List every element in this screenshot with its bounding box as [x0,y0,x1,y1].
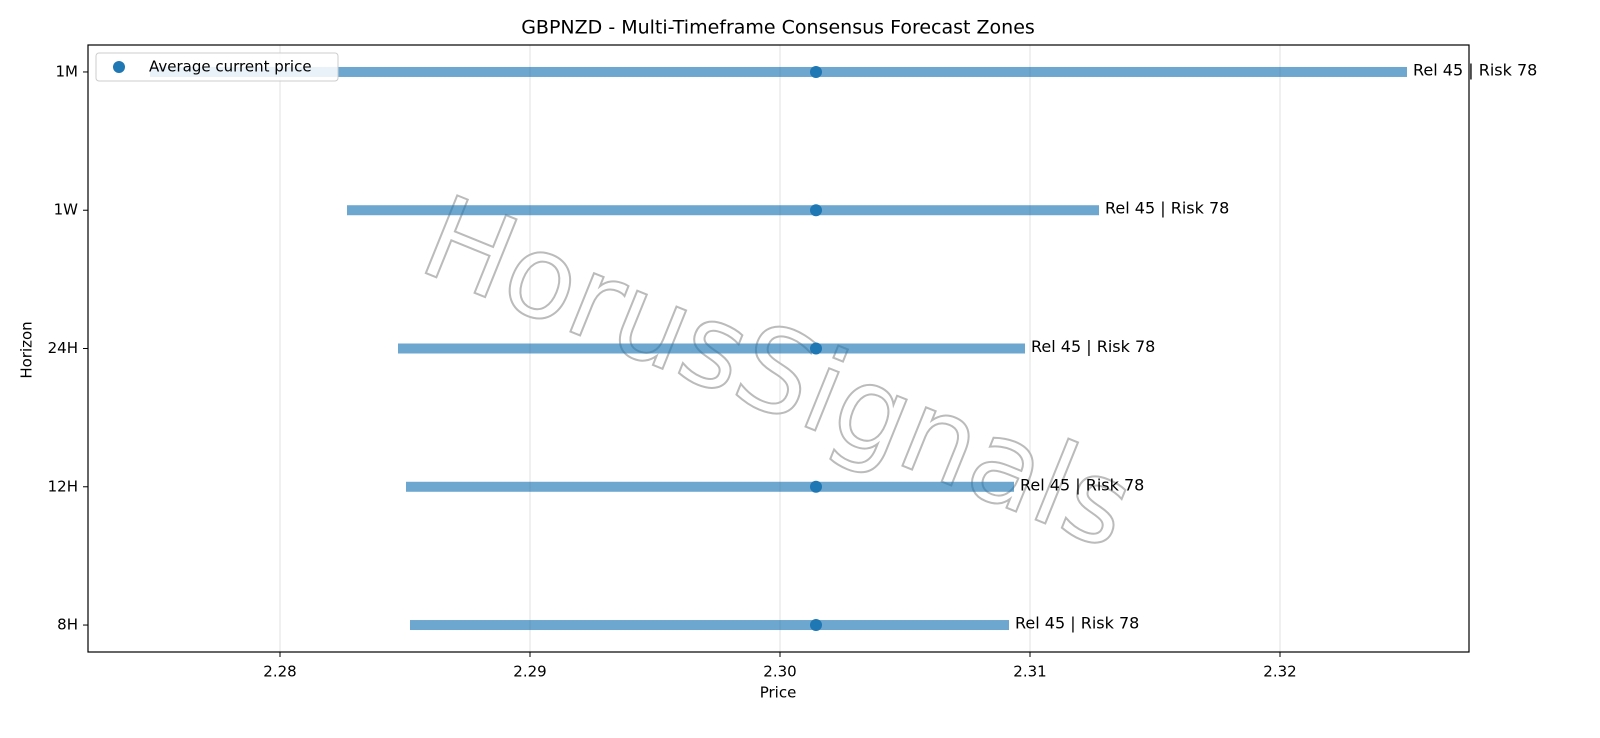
x-axis-label: Price [760,684,797,702]
x-tick-label: 2.32 [1263,663,1296,681]
x-tick-label: 2.28 [263,663,296,681]
current-price-dot [810,342,822,355]
legend-box [95,52,339,82]
chart-title: GBPNZD - Multi-Timeframe Consensus Forec… [521,17,1035,39]
annotation: Rel 45 | Risk 78 [1105,199,1229,218]
annotation: Rel 45 | Risk 78 [1015,614,1139,633]
y-tick-label: 8H [57,616,78,634]
legend-label: Average current price [149,58,312,76]
plot-frame [87,44,1470,653]
legend: Average current price [95,52,339,82]
y-tick-label: 12H [48,477,78,495]
x-tick-label: 2.30 [763,663,796,681]
range-bar [150,66,1407,77]
y-tick-label: 1W [54,201,79,219]
range-bar [410,620,1009,631]
current-price-dot [810,204,822,217]
watermark: HorusSignals [405,171,1151,576]
annotation: Rel 45 | Risk 78 [1020,475,1144,494]
current-price-dot [810,619,822,632]
annotation: Rel 45 | Risk 78 [1031,337,1155,356]
y-tick-label: 1M [56,62,79,80]
current-price-dot [810,480,822,493]
range-bar [347,205,1099,216]
current-price-dot [810,65,822,78]
y-axis-label: Horizon [18,321,36,378]
y-tick-label: 24H [48,339,78,357]
legend-marker [113,61,125,73]
range-bar [406,481,1014,492]
x-tick-label: 2.31 [1013,663,1046,681]
range-bar [398,343,1025,354]
plot-area: 2.28 2.29 2.30 2.31 2.32 HorusSignals 1M Rel 45… [48,44,1537,681]
annotation: Rel 45 | Risk 78 [1413,60,1537,79]
x-tick-label: 2.29 [513,663,546,681]
